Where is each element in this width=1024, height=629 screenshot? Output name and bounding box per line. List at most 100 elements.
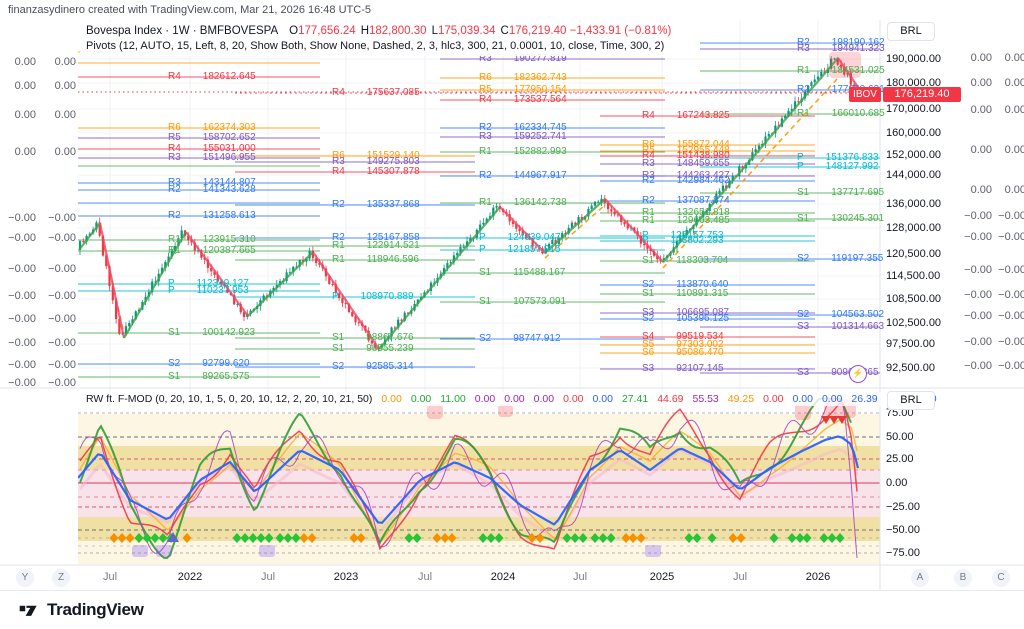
pivot-level-row: R1 136142.738	[479, 198, 567, 208]
pivot-level-row: P 112349.127	[168, 279, 249, 289]
pivot-level-label: P	[168, 278, 175, 289]
pivot-level-value: 141343.628	[202, 184, 256, 195]
pivots-settings-row[interactable]: Pivots (12, AUTO, 15, Left, 8, 20, Show …	[86, 40, 665, 52]
pivot-level-row: S2 92799.620	[168, 359, 250, 369]
pivot-level-label: R5	[168, 132, 181, 143]
signal-diamond	[432, 533, 442, 543]
currency-badge-main[interactable]: BRL	[887, 22, 935, 41]
oscillator-scale-tick: 50.00	[886, 431, 914, 443]
pivot-level-label: S2	[332, 361, 345, 372]
pivot-level-row: R6 151529.140	[332, 151, 420, 161]
pivot-level-label: S1	[168, 327, 181, 338]
axis-month-label[interactable]: Jul	[102, 571, 118, 583]
currency-badge-oscillator[interactable]: BRL	[887, 391, 935, 410]
signal-diamond	[447, 533, 457, 543]
pivot-level-label: R6	[332, 150, 345, 161]
signal-diamond	[240, 533, 250, 543]
oscillator-status-value: 49.25	[727, 393, 755, 405]
pivot-level-label: R2	[168, 184, 181, 195]
pivot-level-label: S1	[642, 288, 655, 299]
axis-year-label[interactable]: 2026	[805, 571, 831, 583]
ohlc-letter: L	[431, 25, 438, 37]
symbol-status-row[interactable]: Bovespa Index · 1W · BMFBOVESPA O177,656.…	[86, 24, 671, 39]
tradingview-logo[interactable]: TradingView	[18, 599, 144, 621]
pivot-level-value: 95086.470	[676, 347, 724, 358]
axis-year-label[interactable]: 2025	[649, 571, 675, 583]
pivot-level-label: R2	[642, 195, 655, 206]
pivot-level-value: 152882.993	[513, 146, 567, 157]
pivot-level-row: P 110237.953	[168, 286, 249, 296]
pivot-level-row: R1 184531.025	[797, 66, 885, 76]
pivot-level-label: R4	[479, 94, 492, 105]
timeframe-button-a[interactable]: A	[911, 569, 929, 587]
axis-year-label[interactable]: 2024	[490, 571, 516, 583]
pivot-level-row: R1 129663.485	[642, 216, 730, 226]
timeframe-button-c[interactable]: C	[992, 569, 1010, 587]
pivot-level-label: S3	[797, 367, 810, 378]
indicator-zero-value: −0.00	[48, 263, 76, 275]
pivot-level-value: 129663.485	[676, 215, 730, 226]
flash-alert-icon[interactable]: ⚡	[849, 365, 867, 383]
indicator-zero-value: −0.00	[8, 290, 36, 302]
oscillator-scale-tick: −50.00	[886, 524, 920, 536]
oscillator-values: 0.00 0.00 11.00 0.00 0.00 0.00 0.00 0.00 27.41 44…	[372, 393, 936, 405]
pivot-level-value: 159252.741	[513, 131, 567, 142]
axis-month-label[interactable]: Jul	[260, 571, 276, 583]
oscillator-scale-tick: 0.00	[886, 477, 908, 489]
oscillator-legend-row[interactable]: RW ft. F-MOD (0, 20, 10, 1, 5, 0, 20, 10…	[82, 392, 941, 406]
timeframe-button-z[interactable]: Z	[52, 569, 70, 587]
timeframe-button-y[interactable]: Y	[16, 569, 34, 587]
signal-diamond	[621, 533, 631, 543]
pivot-level-label: R1	[797, 65, 810, 76]
indicator-zero-value: 0.00	[1004, 104, 1024, 116]
pivot-level-label: P	[479, 232, 486, 243]
oscillator-title: RW ft. F-MOD (0, 20, 10, 1, 5, 0, 20, 10…	[86, 393, 373, 405]
zigzag-segment	[78, 222, 101, 251]
pivot-level-value: 137717.695	[831, 187, 885, 198]
indicator-zero-value: 0.00	[14, 109, 36, 121]
zigzag-segment	[123, 231, 187, 339]
indicator-zero-value: −0.00	[964, 310, 992, 322]
axis-year-label[interactable]: 2022	[177, 571, 203, 583]
signal-diamond	[590, 533, 600, 543]
pivot-level-row: R2 141343.628	[168, 185, 256, 195]
indicator-zero-value: 0.00	[1004, 144, 1024, 156]
indicator-zero-value: 0.00	[970, 104, 992, 116]
axis-year-label[interactable]: 2023	[333, 571, 359, 583]
signal-diamond	[117, 533, 127, 543]
indicator-zero-value: 0.00	[970, 52, 992, 64]
indicator-zero-value: −0.00	[998, 210, 1024, 222]
oscillator-curves	[78, 398, 860, 560]
signal-diamond	[827, 533, 837, 543]
signal-diamond	[307, 533, 317, 543]
indicator-zero-value: 0.00	[14, 56, 36, 68]
indicator-zero-value: −0.00	[8, 212, 36, 224]
signal-box	[259, 545, 275, 557]
pivot-level-label: P	[642, 230, 649, 241]
indicator-zero-value: −0.00	[48, 290, 76, 302]
tradingview-logo-icon	[19, 605, 37, 616]
indicator-zero-value: 0.00	[970, 144, 992, 156]
pivot-level-row: R2 125167.858	[332, 233, 420, 243]
axis-month-label[interactable]: Jul	[732, 571, 748, 583]
indicator-zero-value: −0.00	[8, 263, 36, 275]
pivot-level-row: R1 118946.596	[332, 255, 419, 265]
pivot-level-value: 190277.819	[513, 53, 567, 64]
pivot-level-label: R1	[797, 108, 810, 119]
signal-diamond	[578, 533, 588, 543]
ohlc-value: 175,039.34	[437, 25, 496, 37]
signal-diamond	[412, 533, 422, 543]
signal-diamond	[535, 533, 545, 543]
pivot-level-row: R3 149275.803	[332, 157, 420, 167]
pivot-level-value: 100142.923	[202, 327, 256, 338]
pivot-level-label: S1	[332, 332, 345, 343]
pivot-level-label: R6	[479, 72, 492, 83]
timeframe-button-b[interactable]: B	[954, 569, 972, 587]
axis-month-label[interactable]: Jul	[417, 571, 433, 583]
axis-month-label[interactable]: Jul	[572, 571, 588, 583]
pivot-level-value: 106695.087	[676, 307, 730, 318]
pivot-level-value: 105396.125	[676, 313, 730, 324]
pivot-level-label: R4	[642, 110, 655, 121]
